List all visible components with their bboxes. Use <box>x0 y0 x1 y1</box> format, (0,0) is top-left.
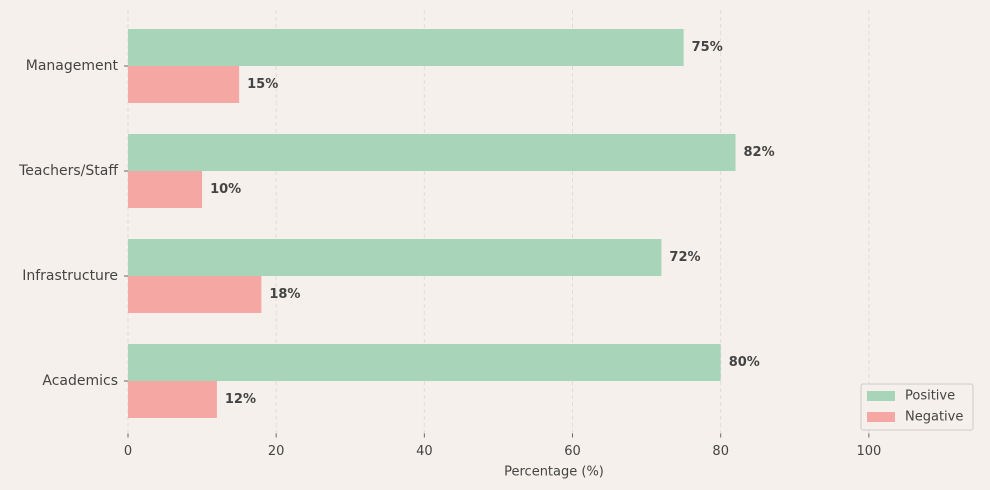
value-label: 75% <box>692 40 723 55</box>
value-label: 12% <box>225 392 256 407</box>
legend-swatch <box>867 391 895 401</box>
legend-swatch <box>867 412 895 422</box>
bar <box>128 29 684 66</box>
x-tick-label: 80 <box>712 444 729 459</box>
legend-label: Positive <box>905 389 955 404</box>
y-tick-label: Academics <box>42 373 118 389</box>
bar <box>128 239 662 276</box>
bar <box>128 344 721 381</box>
value-label: 82% <box>744 145 775 160</box>
bar <box>128 66 240 103</box>
x-axis-label: Percentage (%) <box>504 465 604 480</box>
x-tick-label: 60 <box>564 444 581 459</box>
bar <box>128 276 262 313</box>
y-tick-label: Management <box>26 58 119 74</box>
bar <box>128 134 736 171</box>
x-tick-label: 40 <box>416 444 433 459</box>
value-label: 15% <box>247 77 278 92</box>
y-tick-label: Teachers/Staff <box>18 163 118 179</box>
bar <box>128 381 217 418</box>
value-label: 80% <box>729 355 760 370</box>
value-label: 18% <box>269 287 300 302</box>
bar <box>128 171 203 208</box>
value-label: 72% <box>669 250 700 265</box>
x-tick-label: 20 <box>268 444 285 459</box>
legend-label: Negative <box>905 410 963 425</box>
value-label: 10% <box>210 182 241 197</box>
x-tick-label: 0 <box>124 444 132 459</box>
x-tick-label: 100 <box>856 444 881 459</box>
y-tick-label: Infrastructure <box>22 268 118 284</box>
